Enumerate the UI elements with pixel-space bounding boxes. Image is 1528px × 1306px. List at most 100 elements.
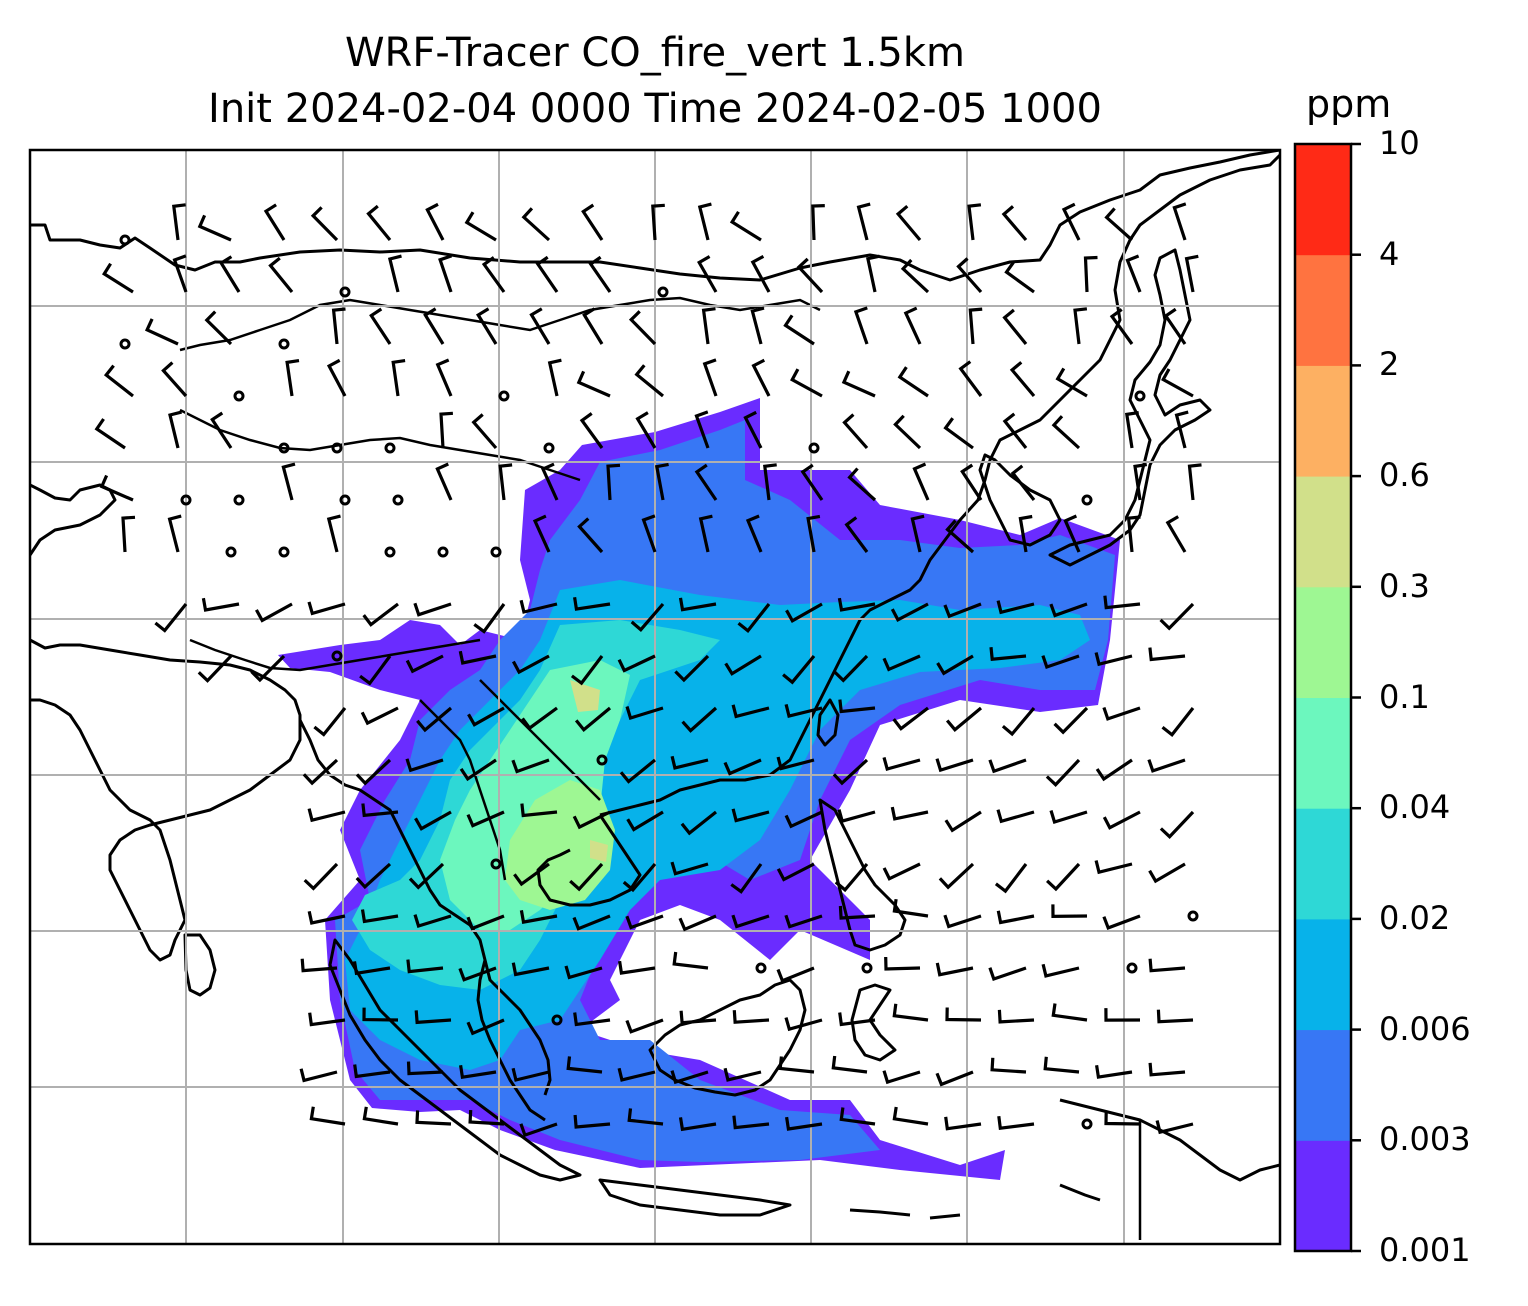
wind-barb [1159,602,1195,631]
wind-barb [353,1064,391,1079]
wind-barb [1004,261,1035,294]
wind-barb [331,307,346,345]
wind-barb [303,862,339,891]
gridlines [30,150,1280,1244]
wind-barb [892,898,929,918]
wind-barb-calm [233,390,245,402]
wind-barb [838,699,876,714]
wind-barb [308,1012,346,1027]
wind-barb [763,463,777,501]
wind-barb [834,862,869,893]
colorbar-segment [1295,918,1351,1031]
coastline-malay [476,959,546,1122]
wind-barb [570,655,604,686]
wind-barb [895,204,922,242]
wind-barb [1002,308,1028,346]
wind-barb [481,256,506,293]
colorbar-tick-label: 0.6 [1379,456,1430,495]
wind-barb [833,654,869,683]
coastline-borneo [648,978,807,1097]
wind-barb [326,358,347,397]
wind-barb [582,307,604,345]
wind-barb [1018,514,1033,553]
wind-barb [573,1114,611,1129]
wind-barb [1094,860,1133,875]
wind-barb [532,514,551,553]
wind-barb [468,1110,505,1126]
wind-barb [197,654,233,683]
wind-barb [1156,1009,1194,1024]
wind-barb [1184,254,1199,293]
wind-barb [577,517,604,554]
wind-barb [838,905,876,920]
wind-barb-calm [551,1014,563,1026]
colorbar-segment [1295,254,1351,366]
wind-barb [1104,1111,1141,1126]
wind-barb [997,1009,1035,1024]
wind-barb [263,203,286,241]
wind-barb [625,914,664,930]
wind-barb [783,314,815,346]
coastline-north-continent [30,150,1280,282]
wind-barb [1041,963,1080,978]
wind-barb [893,414,922,450]
wind-barb [307,808,346,823]
plume-level-03 [570,680,600,712]
wind-barb [1163,307,1187,345]
wind-barb [990,1057,1027,1074]
wind-barb [1147,758,1186,773]
wind-barb [622,862,657,893]
coastline-korea [978,453,1062,547]
wind-barb [1102,810,1141,830]
wind-barb [996,910,1035,925]
wind-barb [681,706,718,733]
wind-barb [540,462,559,501]
wind-barb [800,463,824,501]
coastline-sulawesi [850,983,897,1062]
wind-barb [299,1068,338,1083]
wind-barb [1103,595,1141,610]
wind-barb [625,1018,664,1034]
coastline-taiwan [816,698,840,747]
wind-barb [968,307,983,345]
wind-barb [352,961,391,976]
wind-barb [466,914,505,931]
colorbar-tick-label: 0.003 [1379,1120,1471,1159]
wind-barb [466,810,505,828]
wind-barb [307,601,346,616]
wind-barb [458,650,497,665]
wind-barb [99,474,134,502]
wind-barb [172,254,188,293]
wind-barb [154,602,188,633]
wind-barb [438,254,453,293]
wind-barb-calm [119,234,131,246]
colorbar [1295,144,1351,1252]
wind-barb-calm [543,442,555,454]
coastline-philippines [818,798,907,952]
wind-barb [776,862,815,882]
colorbar-tick-label: 0.02 [1379,898,1451,937]
wind-barb [1045,758,1081,787]
wind-barb [521,706,558,731]
wind-barb [694,463,718,501]
wind-barb-calm [1187,910,1199,922]
wind-barb [572,810,611,830]
wind-barb [458,966,497,982]
wind-barb [635,411,657,449]
colorbar-tick-label: 0.1 [1379,677,1430,716]
wind-barb [618,960,656,975]
wind-barb [731,704,770,719]
wind-barb [679,1010,717,1025]
wind-barb-calm [225,546,237,558]
tracer-plume [278,398,1120,1180]
wind-barb [103,364,134,398]
wind-barb [912,462,930,501]
wind-barb [94,418,126,450]
wind-barb [796,257,824,294]
wind-barb [1102,914,1141,930]
wind-barb [784,810,823,829]
wind-barb [1126,515,1141,553]
wind-barb [307,910,346,925]
wind-barb-calm [339,494,351,506]
wind-barb [936,654,974,676]
